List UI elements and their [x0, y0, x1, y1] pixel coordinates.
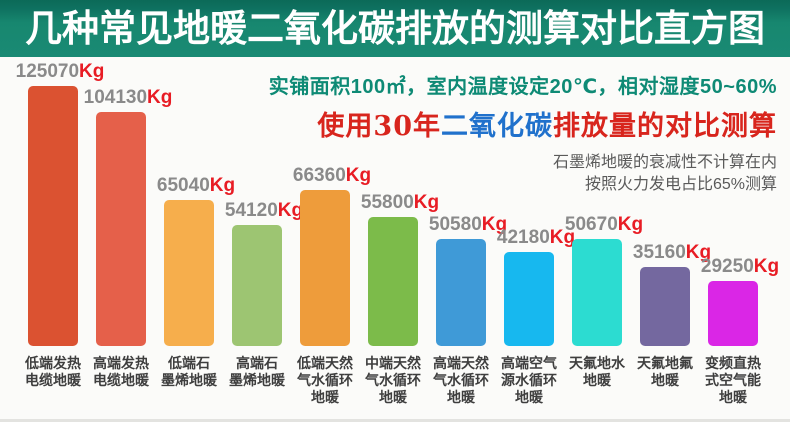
bar-column: 35160Kg 天氟地氟 地暖 — [633, 242, 711, 388]
bar-value-label: 35160Kg — [632, 242, 712, 263]
bar — [232, 225, 282, 346]
bar — [96, 112, 146, 346]
title-banner: 几种常见地暖二氧化碳排放的测算对比直方图 — [0, 0, 790, 57]
bar — [504, 252, 554, 346]
bar-column: 29250Kg 变频直热 式空气能 地暖 — [701, 256, 779, 405]
headline-suffix: 排放量的对比测算 — [553, 111, 777, 142]
bar-value-label: 54120Kg — [224, 200, 304, 221]
footnotes: 石墨烯地暖的衰减性不计算在内 按照火力发电占比65%测算 — [269, 152, 777, 196]
bar-column: 54120Kg 高端石 墨烯地暖 — [225, 200, 303, 388]
bar-category-label: 低端天然 气水循环 地暖 — [297, 355, 353, 405]
bar-column: 66360Kg 低端天然 气水循环 地暖 — [293, 165, 371, 405]
test-conditions-text: 实铺面积100㎡，室内温度设定20℃，相对湿度50~60% — [268, 76, 777, 98]
bar-category-label: 高端空气 源水循环 地暖 — [501, 355, 557, 405]
footnote-line-2: 按照火力发电占比65%测算 — [584, 176, 777, 193]
bar-column: 42180Kg 高端空气 源水循环 地暖 — [497, 227, 575, 405]
bar — [708, 281, 758, 346]
bar-category-label: 天氟地氟 地暖 — [637, 355, 693, 388]
bar-category-label: 高端发热 电缆地暖 — [93, 355, 149, 388]
headline-text: 使用30年二氧化碳排放量的对比测算 — [269, 104, 777, 143]
bar-category-label: 低端发热 电缆地暖 — [25, 355, 81, 388]
bar-category-label: 中端天然 气水循环 地暖 — [365, 355, 421, 405]
page-title: 几种常见地暖二氧化碳排放的测算对比直方图 — [25, 8, 765, 49]
bar-category-label: 高端石 墨烯地暖 — [229, 355, 285, 388]
bar-value-label: 65040Kg — [156, 175, 236, 196]
bar-value-label: 50670Kg — [564, 214, 644, 235]
bar-value-label: 66360Kg — [292, 165, 372, 186]
bar-value-label: 42180Kg — [496, 227, 576, 248]
bar-column: 104130Kg 高端发热 电缆地暖 — [84, 87, 173, 388]
bar-category-label: 高端天然 气水循环 地暖 — [433, 355, 489, 405]
bar-column: 125070Kg 低端发热 电缆地暖 — [16, 61, 105, 388]
bar-category-label: 变频直热 式空气能 地暖 — [705, 355, 761, 405]
headline-prefix: 使用30年 — [317, 111, 441, 142]
bar-column: 50670Kg 天氟地水 地暖 — [565, 214, 643, 388]
bar — [300, 190, 350, 346]
bar-column: 50580Kg 高端天然 气水循环 地暖 — [429, 214, 507, 405]
bar — [368, 217, 418, 346]
bar — [436, 239, 486, 346]
bar — [28, 86, 78, 346]
headline-highlight: 二氧化碳 — [441, 111, 553, 142]
bar-column: 65040Kg 低端石 墨烯地暖 — [157, 175, 235, 388]
bar — [164, 200, 214, 346]
bar-column: 55800Kg 中端天然 气水循环 地暖 — [361, 192, 439, 405]
bar-value-label: 125070Kg — [15, 61, 105, 82]
bar-value-label: 104130Kg — [83, 87, 173, 108]
bar-value-label: 50580Kg — [428, 214, 508, 235]
bar — [572, 239, 622, 346]
bar-value-label: 55800Kg — [360, 192, 440, 213]
bar — [640, 267, 690, 346]
info-block: 实铺面积100㎡，室内温度设定20℃，相对湿度50~60% 使用30年二氧化碳排… — [269, 70, 777, 196]
bar-category-label: 天氟地水 地暖 — [569, 355, 625, 388]
bar-category-label: 低端石 墨烯地暖 — [161, 355, 217, 388]
bar-value-label: 29250Kg — [700, 256, 780, 277]
footnote-line-1: 石墨烯地暖的衰减性不计算在内 — [552, 154, 777, 171]
